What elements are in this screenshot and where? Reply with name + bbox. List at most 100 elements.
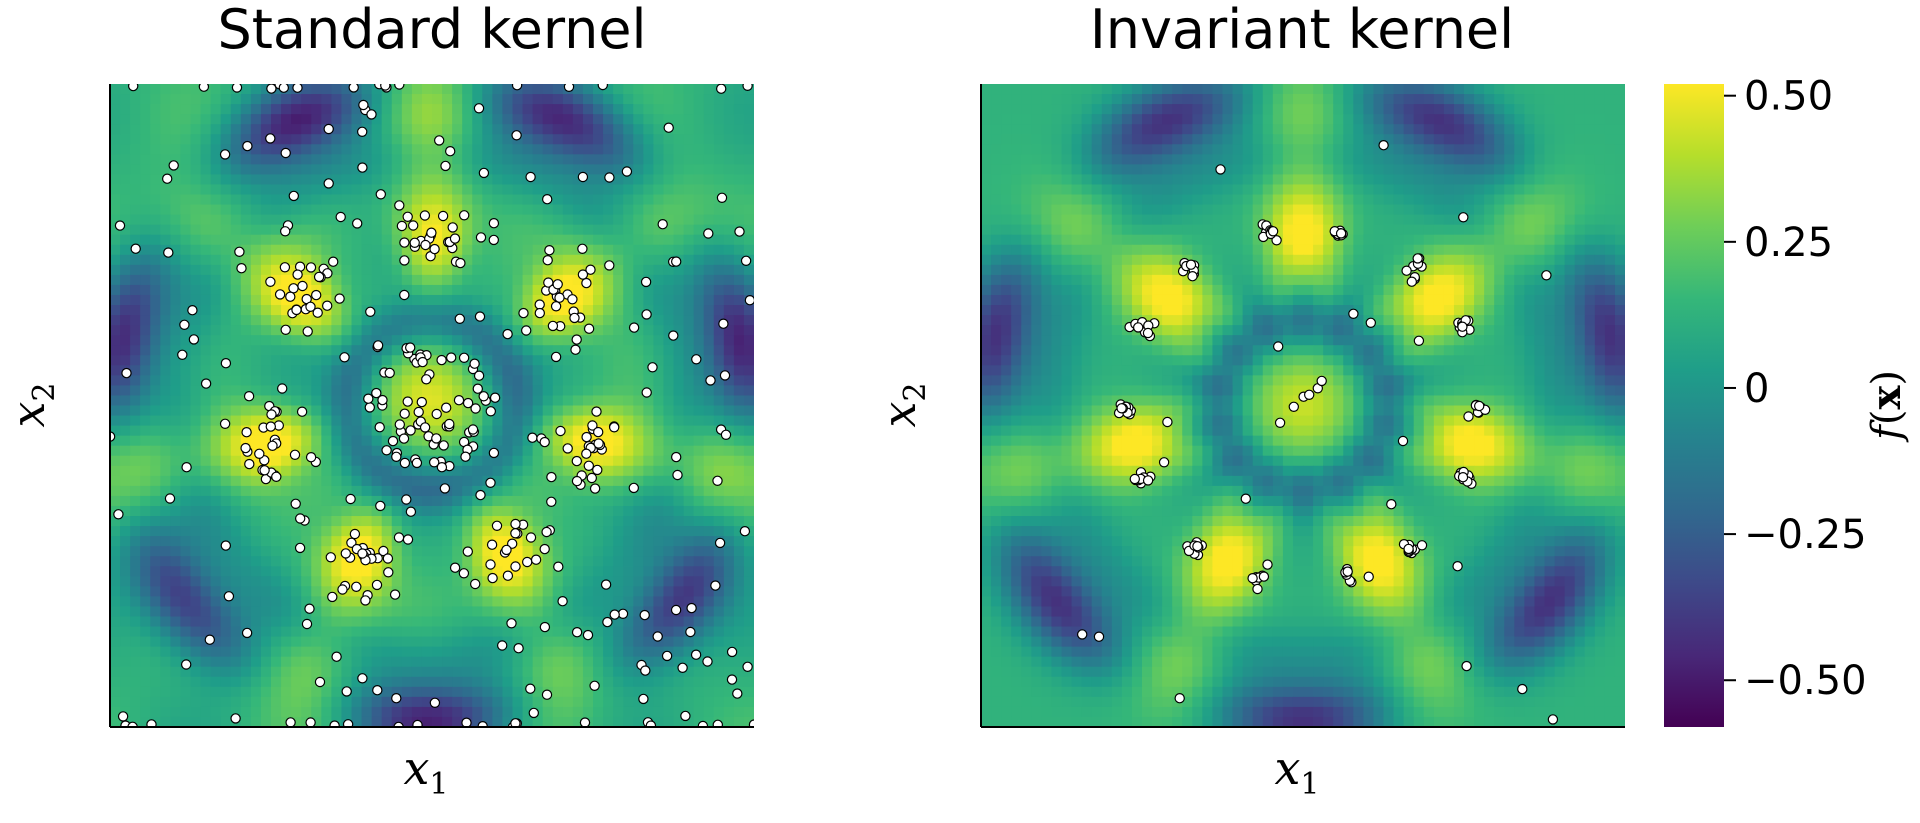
heatmap-cell [391,626,403,638]
heatmap-cell [593,355,604,366]
heatmap-cell [110,134,121,145]
heatmap-cell [160,254,171,266]
heatmap-cell [1574,114,1586,125]
heatmap-cell [532,194,544,206]
heatmap-cell [250,204,262,216]
heatmap-cell [170,184,182,196]
heatmap-cell [733,114,745,125]
heatmap-cell [502,425,514,437]
heatmap-cell [411,505,423,517]
heatmap-cell [723,445,735,457]
heatmap-cell [582,526,594,537]
heatmap-cell [1433,84,1445,95]
heatmap-cell [492,566,504,577]
heatmap-cell [291,395,302,407]
sample-point [518,307,529,319]
heatmap-cell [653,646,665,658]
heatmap-cell [140,345,151,356]
heatmap-cell [240,184,252,196]
heatmap-cell [693,586,705,597]
heatmap-cell [512,365,524,376]
sample-point [280,147,291,159]
heatmap-cell [723,164,735,176]
heatmap-cell [582,556,594,567]
heatmap-cell [210,415,222,427]
heatmap-cell [643,616,654,628]
heatmap-cell [532,254,544,266]
heatmap-cell [110,184,121,196]
heatmap-cell [1202,134,1214,145]
heatmap-cell [411,676,423,688]
heatmap-cell [150,224,161,236]
heatmap-cell [180,566,192,577]
heatmap-cell [462,686,473,698]
heatmap-cell [1333,104,1344,115]
heatmap-cell [291,656,302,668]
heatmap-cell [613,345,624,356]
heatmap-cell [200,194,212,206]
sample-point [351,581,362,593]
heatmap-cell [452,244,463,256]
heatmap-cell [351,144,363,155]
heatmap-cell [713,254,725,266]
heatmap-cell [1242,124,1254,135]
heatmap-cell [250,224,262,236]
heatmap-cell [663,164,675,176]
heatmap-cell [351,345,363,356]
heatmap-cell [502,214,514,226]
heatmap-cell [482,415,493,427]
heatmap-cell [512,395,524,407]
heatmap-cell [492,305,504,316]
heatmap-cell [351,596,363,608]
heatmap-cell [240,164,252,176]
heatmap-cell [230,566,242,577]
heatmap-cell [683,666,695,678]
heatmap-cell [230,274,242,286]
heatmap-cell [713,234,725,246]
heatmap-cell [593,636,604,648]
heatmap-cell [603,335,614,346]
heatmap-cell [1061,104,1073,115]
heatmap-cell [1494,94,1505,105]
heatmap-cell [723,315,735,326]
heatmap-cell [653,264,665,276]
heatmap-cell [130,526,141,537]
heatmap-cell [733,425,745,437]
heatmap-cell [170,596,182,608]
heatmap-cell [160,415,171,427]
heatmap-cell [643,435,654,447]
heatmap-cell [311,375,322,387]
heatmap-cell [673,415,685,427]
heatmap-cell [180,234,192,246]
sample-point [294,542,306,554]
heatmap-cell [220,546,232,557]
heatmap-cell [120,244,131,256]
heatmap-cell [623,114,634,125]
heatmap-cell [472,294,483,306]
sample-point [581,448,592,459]
heatmap-cell [562,264,574,276]
heatmap-cell [351,646,363,658]
sample-point [305,301,316,312]
heatmap-cell [190,124,202,135]
heatmap-cell [532,244,544,256]
sample-point [467,424,479,435]
heatmap-cell [260,154,272,165]
heatmap-cell [613,315,624,326]
heatmap-cell [582,536,594,547]
heatmap-cell [150,566,161,577]
heatmap-cell [542,576,554,587]
heatmap-cell [391,485,403,497]
heatmap-cell [603,274,614,286]
sample-point [398,433,410,444]
heatmap-cell [391,646,403,658]
heatmap-cell [190,325,202,336]
heatmap-cell [401,385,413,397]
heatmap-cell [331,706,343,718]
heatmap-cell [743,616,754,628]
x-axis-label: x1 [403,741,448,802]
heatmap-cell [291,586,302,597]
sample-point [313,271,325,283]
heatmap-cell [331,425,343,437]
